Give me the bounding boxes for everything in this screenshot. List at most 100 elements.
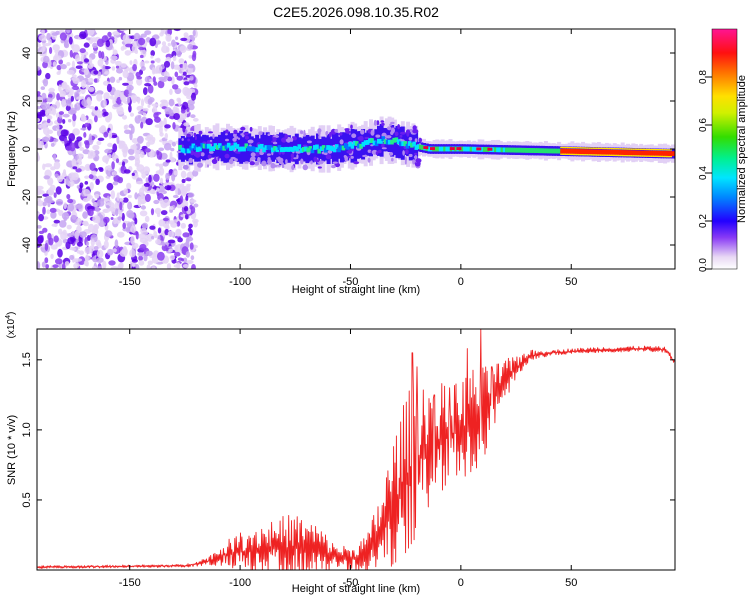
noise-speckle (151, 255, 159, 264)
noise-speckle (119, 249, 128, 257)
signal-speckle (413, 155, 418, 159)
noise-speckle (57, 228, 63, 235)
noise-speckle (59, 220, 67, 228)
noise-speckle (56, 64, 62, 71)
noise-speckle (175, 187, 179, 196)
signal-core (644, 150, 648, 156)
signal-core (507, 147, 511, 153)
noise-speckle (61, 212, 70, 220)
noise-speckle (112, 181, 119, 186)
signal-speckle (353, 161, 360, 165)
noise-speckle (135, 181, 144, 185)
signal-speckle (397, 124, 400, 130)
noise-speckle (57, 248, 63, 258)
signal-core (226, 142, 231, 148)
signal-speckle (303, 132, 307, 137)
signal-core (394, 137, 399, 143)
noise-speckle (128, 80, 133, 85)
spectrogram-y-tick-label: 40 (21, 47, 33, 59)
noise-speckle (62, 169, 67, 176)
noise-speckle (97, 59, 104, 67)
signal-speckle (258, 131, 263, 136)
noise-speckle (136, 77, 143, 86)
signal-core (271, 147, 275, 153)
signal-speckle (261, 160, 267, 167)
noise-speckle (115, 65, 120, 69)
signal-speckle (414, 152, 418, 156)
noise-speckle (168, 220, 175, 225)
noise-speckle (173, 113, 181, 120)
signal-speckle (250, 152, 256, 158)
noise-speckle (38, 230, 45, 235)
noise-speckle (77, 241, 83, 247)
noise-speckle (191, 53, 197, 62)
snr-x-axis-label: Height of straight line (km) (292, 583, 420, 595)
noise-speckle (167, 239, 176, 244)
signal-core (237, 146, 242, 152)
noise-speckle (169, 205, 174, 210)
signal-ridge-edge (666, 149, 670, 151)
signal-core (445, 146, 449, 152)
noise-speckle (89, 57, 93, 66)
noise-speckle (37, 96, 44, 105)
signal-ridge-edge (655, 155, 659, 157)
signal-ridge-edge (611, 148, 615, 150)
signal-core (189, 145, 193, 151)
signal-core (418, 144, 423, 150)
noise-speckle (37, 200, 45, 207)
noise-speckle (112, 49, 118, 56)
noise-speckle (152, 106, 158, 114)
snr-y-tick-label: 1.5 (21, 352, 33, 367)
noise-speckle (163, 60, 171, 68)
noise-speckle (55, 258, 63, 265)
signal-core (542, 148, 547, 154)
signal-core (496, 147, 500, 153)
signal-ridge-edge (573, 153, 577, 156)
noise-speckle (84, 122, 90, 128)
noise-speckle (154, 207, 162, 215)
noise-speckle (144, 215, 150, 223)
noise-speckle (147, 84, 154, 94)
signal-core (562, 148, 566, 154)
signal-ridge-edge (644, 155, 648, 157)
noise-speckle (147, 139, 155, 145)
signal-core (357, 143, 361, 149)
noise-speckle (130, 144, 138, 150)
noise-speckle (142, 166, 151, 175)
noise-speckle (134, 158, 141, 166)
noise-speckle (43, 175, 51, 180)
signal-speckle (186, 133, 191, 138)
noise-speckle (147, 104, 151, 108)
signal-speckle (375, 134, 381, 138)
spectrogram-y-tick-label: 20 (21, 95, 33, 107)
signal-ridge-edge (571, 147, 575, 149)
noise-speckle (140, 205, 146, 210)
noise-speckle (182, 232, 190, 238)
noise-speckle (117, 216, 122, 221)
noise-speckle (76, 96, 84, 100)
signal-ridge-edge (626, 155, 630, 157)
signal-speckle (362, 154, 368, 158)
signal-core (222, 145, 226, 151)
signal-ridge-edge (591, 147, 595, 149)
snr-panel: -150 -100 -50 0 50 0.5 1.0 1.5 Height of… (5, 312, 676, 595)
signal-speckle (350, 124, 353, 129)
signal-core (401, 141, 405, 147)
signal-speckle (415, 158, 422, 164)
noise-speckle (127, 201, 133, 210)
noise-speckle (75, 65, 83, 69)
signal-core (443, 146, 447, 152)
noise-speckle (37, 185, 44, 190)
noise-speckle (167, 76, 173, 82)
noise-speckle (108, 260, 116, 266)
signal-core (553, 148, 558, 154)
noise-speckle (54, 55, 62, 61)
noise-speckle (180, 109, 186, 114)
signal-core (321, 145, 326, 150)
signal-speckle (381, 147, 387, 150)
noise-speckle (37, 152, 40, 162)
noise-speckle (106, 182, 114, 191)
noise-speckle (37, 261, 41, 269)
noise-speckle (128, 212, 135, 219)
noise-speckle (63, 137, 68, 144)
